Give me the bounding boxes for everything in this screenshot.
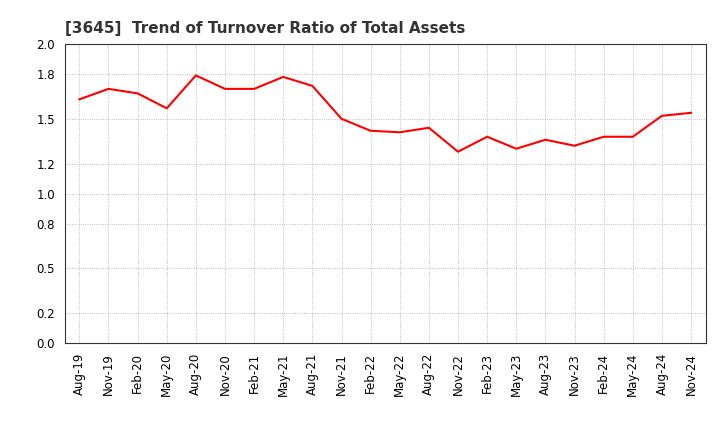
- Text: [3645]  Trend of Turnover Ratio of Total Assets: [3645] Trend of Turnover Ratio of Total …: [65, 21, 465, 36]
